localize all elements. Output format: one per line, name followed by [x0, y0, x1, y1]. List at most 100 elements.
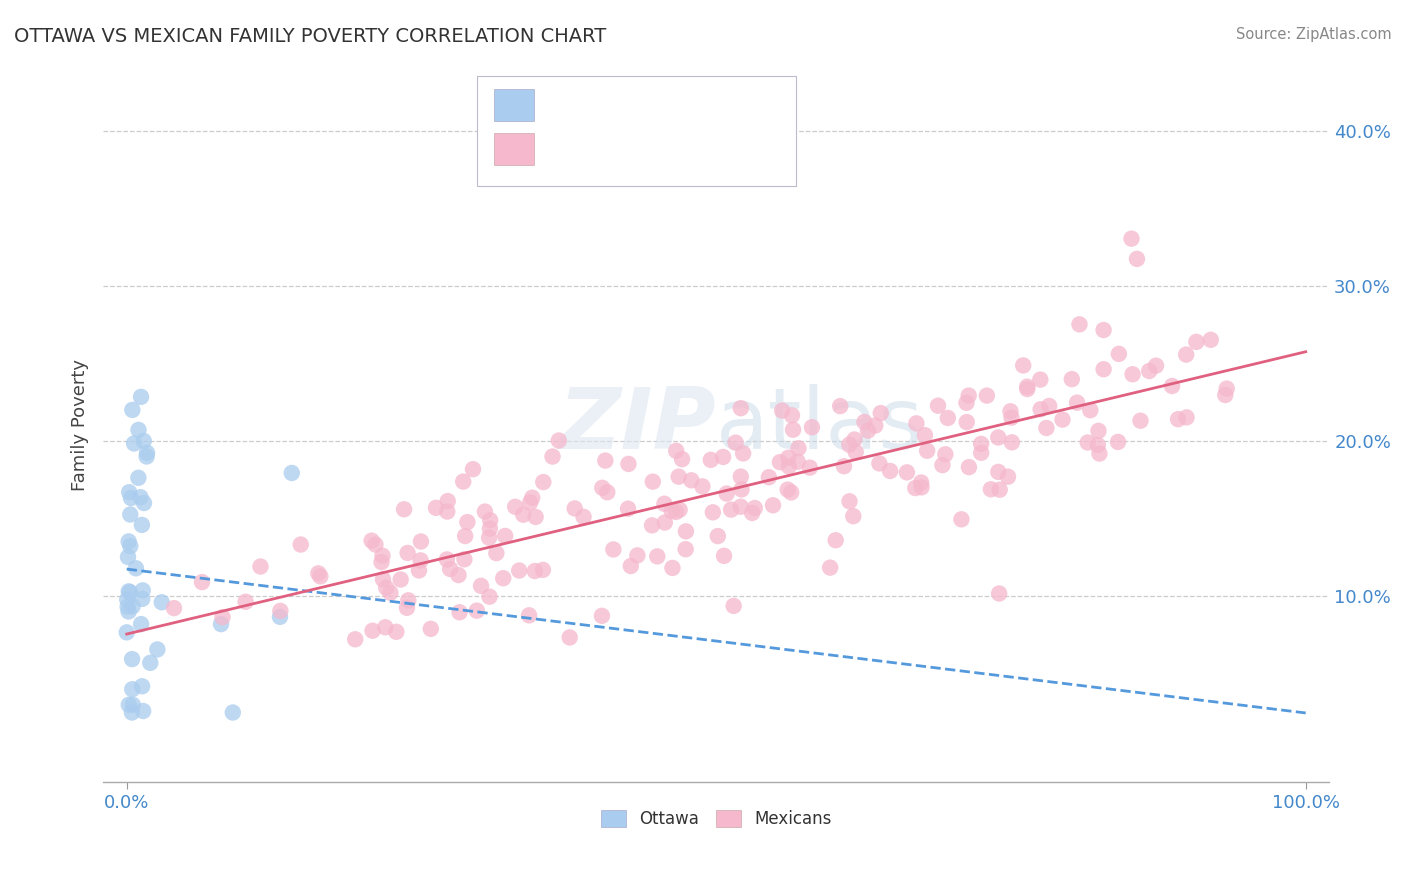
- Point: [307, 566, 329, 581]
- Point: [222, 706, 245, 720]
- Point: [1161, 379, 1184, 393]
- Point: [702, 505, 724, 519]
- Point: [1087, 438, 1109, 452]
- Point: [799, 460, 821, 475]
- Point: [824, 533, 846, 548]
- Point: [733, 446, 755, 460]
- Point: [564, 501, 586, 516]
- Legend: Ottawa, Mexicans: Ottawa, Mexicans: [595, 803, 838, 835]
- Point: [707, 529, 730, 543]
- Point: [249, 559, 271, 574]
- Text: -0.017: -0.017: [581, 91, 644, 110]
- Point: [572, 509, 595, 524]
- Point: [235, 595, 257, 609]
- Point: [654, 516, 676, 530]
- Point: [1017, 382, 1039, 396]
- Point: [409, 534, 432, 549]
- Point: [988, 586, 1011, 600]
- Point: [780, 485, 803, 500]
- Point: [408, 564, 430, 578]
- Point: [211, 610, 233, 624]
- Point: [456, 515, 478, 529]
- Point: [117, 605, 139, 619]
- Point: [409, 553, 432, 567]
- FancyBboxPatch shape: [477, 76, 796, 186]
- Point: [927, 399, 949, 413]
- Point: [800, 420, 823, 434]
- Point: [512, 508, 534, 522]
- Point: [454, 529, 477, 543]
- Point: [163, 601, 186, 615]
- Point: [129, 490, 152, 504]
- Point: [950, 512, 973, 526]
- Point: [856, 424, 879, 438]
- Point: [531, 563, 554, 577]
- Point: [479, 513, 502, 527]
- Point: [1035, 421, 1057, 435]
- Point: [503, 500, 526, 514]
- Point: [832, 459, 855, 474]
- Point: [769, 455, 792, 469]
- Point: [269, 610, 291, 624]
- Text: 0.850: 0.850: [581, 136, 637, 153]
- Point: [461, 462, 484, 476]
- Point: [787, 442, 810, 456]
- Point: [1108, 347, 1130, 361]
- Point: [1088, 446, 1111, 460]
- Point: [1126, 252, 1149, 266]
- Point: [844, 433, 866, 447]
- Point: [868, 457, 890, 471]
- Point: [591, 481, 613, 495]
- Point: [117, 599, 139, 614]
- Point: [447, 568, 470, 582]
- Point: [370, 555, 392, 569]
- Point: [371, 572, 394, 586]
- Point: [842, 509, 865, 524]
- Point: [146, 642, 169, 657]
- Text: 198: 198: [716, 136, 752, 153]
- Point: [692, 479, 714, 493]
- Point: [209, 617, 232, 632]
- Point: [910, 480, 932, 494]
- Point: [269, 604, 291, 618]
- Point: [118, 585, 141, 599]
- Point: [492, 571, 515, 585]
- Point: [395, 600, 418, 615]
- Point: [1001, 435, 1024, 450]
- Point: [830, 399, 852, 413]
- Point: [396, 593, 419, 607]
- Point: [879, 464, 901, 478]
- Point: [1066, 395, 1088, 409]
- Point: [1175, 348, 1198, 362]
- Point: [661, 504, 683, 518]
- Point: [389, 573, 412, 587]
- Text: N =: N =: [661, 136, 711, 153]
- FancyBboxPatch shape: [495, 134, 533, 165]
- Point: [905, 417, 928, 431]
- Point: [838, 494, 860, 508]
- Point: [120, 539, 142, 553]
- Text: R =: R =: [543, 136, 579, 153]
- Point: [385, 624, 408, 639]
- Point: [1185, 334, 1208, 349]
- Point: [700, 453, 723, 467]
- Point: [131, 679, 153, 693]
- Point: [361, 624, 384, 638]
- Point: [904, 481, 927, 495]
- Point: [591, 608, 613, 623]
- Text: ZIP: ZIP: [558, 384, 716, 467]
- Point: [309, 569, 332, 583]
- Point: [436, 552, 458, 566]
- Point: [436, 494, 458, 508]
- Point: [720, 502, 742, 516]
- Point: [541, 450, 564, 464]
- Point: [681, 473, 703, 487]
- Point: [139, 656, 162, 670]
- Point: [127, 471, 149, 485]
- Point: [120, 491, 142, 505]
- Point: [931, 458, 953, 472]
- Point: [1038, 399, 1060, 413]
- Text: atlas: atlas: [716, 384, 924, 467]
- Point: [914, 428, 936, 442]
- Point: [716, 486, 738, 500]
